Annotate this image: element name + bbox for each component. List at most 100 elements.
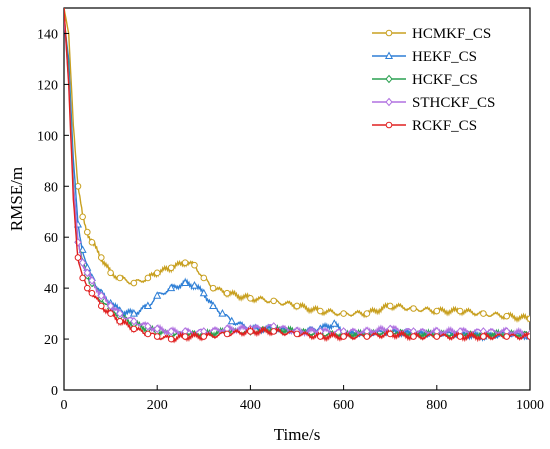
- data-point-4-17: [247, 328, 254, 335]
- data-point-4-6: [88, 289, 96, 297]
- data-point-4-10: [130, 325, 138, 333]
- data-point-4-20: [317, 333, 324, 340]
- data-point-4-24: [410, 333, 417, 340]
- data-point-0-5: [84, 228, 91, 236]
- legend-marker-2: [385, 74, 393, 84]
- legend: HCMKF_CS HEKF_CS HCKF_CS STHCKF_CS RCKF_CS: [372, 26, 495, 134]
- data-point-1-10: [129, 309, 138, 317]
- data-point-4-7: [97, 302, 105, 310]
- data-point-4-19: [293, 330, 301, 338]
- y-tick-label-2: 40: [44, 282, 58, 297]
- data-point-0-11: [144, 274, 152, 282]
- data-point-0-24: [363, 310, 371, 317]
- data-point-1-11: [143, 301, 152, 309]
- data-point-4-14: [181, 333, 189, 340]
- data-point-1-14: [181, 278, 190, 287]
- data-point-4-13: [167, 335, 175, 343]
- data-point-4-22: [363, 333, 371, 340]
- data-point-4-15: [200, 333, 208, 340]
- data-point-0-21: [293, 302, 301, 310]
- data-point-0-26: [410, 305, 417, 312]
- legend-marker-1: [384, 51, 394, 59]
- legend-label-4: RCKF_CS: [412, 118, 477, 134]
- y-tick-label-0: 0: [51, 384, 58, 399]
- data-point-0-4: [79, 213, 86, 221]
- legend-label-1: HEKF_CS: [412, 49, 477, 65]
- data-point-3-6: [88, 276, 96, 285]
- data-point-1-19: [227, 316, 236, 325]
- data-point-3-9: [116, 309, 124, 318]
- data-point-0-23: [340, 310, 347, 317]
- data-point-1-16: [199, 288, 208, 297]
- legend-marker-0: [385, 29, 393, 37]
- data-point-4-4: [79, 274, 86, 282]
- data-point-0-15: [191, 261, 198, 269]
- y-tick-label-5: 100: [37, 129, 58, 144]
- data-point-4-5: [84, 284, 91, 292]
- data-point-4-11: [144, 330, 152, 338]
- data-point-0-17: [209, 284, 217, 292]
- data-point-4-9: [116, 317, 124, 325]
- data-point-0-10: [130, 279, 138, 287]
- x-tick-label-2: 400: [240, 398, 261, 413]
- data-point-3-4: [78, 258, 87, 267]
- data-point-0-19: [247, 295, 254, 302]
- data-point-1-15: [190, 281, 199, 289]
- data-point-0-16: [200, 274, 208, 282]
- y-tick-label-7: 140: [37, 27, 58, 42]
- data-point-0-9: [116, 274, 124, 282]
- data-point-4-25: [433, 333, 441, 340]
- y-tick-label-1: 20: [44, 333, 58, 348]
- legend-label-3: STHCKF_CS: [412, 95, 495, 111]
- data-point-0-7: [97, 254, 105, 261]
- data-point-4-21: [340, 333, 347, 340]
- data-point-0-12: [153, 269, 161, 277]
- data-point-3-12: [153, 324, 161, 334]
- data-point-0-28: [456, 307, 464, 315]
- y-axis-label: RMSE/m: [7, 167, 26, 231]
- data-point-1-13: [167, 283, 176, 292]
- data-point-4-8: [107, 310, 114, 317]
- data-point-4-3: [74, 254, 82, 261]
- x-axis-label: Time/s: [274, 425, 321, 444]
- data-point-3-11: [144, 322, 152, 331]
- data-point-0-13: [167, 264, 175, 272]
- data-point-4-12: [153, 333, 161, 340]
- data-point-3-10: [130, 316, 138, 326]
- series-sthckf-cs: [64, 18, 530, 339]
- data-point-4-16: [223, 330, 231, 338]
- plot-frame: [63, 7, 531, 391]
- data-point-1-12: [153, 291, 162, 299]
- data-point-0-22: [317, 307, 324, 315]
- legend-marker-3: [385, 97, 393, 107]
- data-point-3-7: [97, 291, 105, 301]
- legend-label-0: HCMKF_CS: [412, 26, 491, 42]
- data-point-0-30: [503, 312, 511, 320]
- data-point-0-6: [88, 238, 96, 246]
- data-point-0-29: [480, 310, 487, 317]
- axis-layer: 0 200 400 600 800 1000 0 20 40 60 80 100 120 140: [37, 27, 544, 413]
- data-point-0-31: [526, 315, 530, 322]
- x-tick-label-3: 600: [333, 398, 354, 413]
- series-line-3: [64, 18, 530, 339]
- data-point-0-14: [181, 259, 189, 266]
- data-point-1-18: [218, 309, 227, 317]
- series-rckf-cs: [64, 8, 530, 344]
- data-point-0-20: [270, 297, 278, 305]
- legend-marker-4: [385, 121, 393, 129]
- data-point-0-8: [107, 269, 114, 277]
- x-tick-label-4: 800: [426, 398, 447, 413]
- data-point-0-27: [433, 307, 441, 315]
- data-point-0-25: [386, 302, 394, 310]
- x-tick-label-5: 1000: [516, 398, 544, 413]
- y-tick-label-6: 120: [37, 78, 58, 93]
- data-point-4-28: [503, 333, 511, 340]
- series-line-1: [64, 20, 530, 342]
- data-point-3-13: [167, 327, 175, 336]
- series-hcmkf-cs: [64, 8, 530, 323]
- data-point-4-18: [270, 328, 278, 335]
- series-layer: [64, 8, 530, 344]
- data-point-1-4: [78, 245, 87, 253]
- series-hekf-cs: [64, 20, 530, 342]
